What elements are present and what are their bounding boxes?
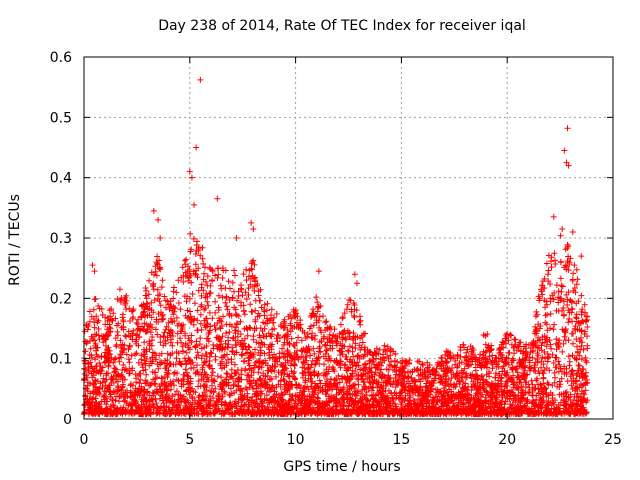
x-tick-label: 20 [498,432,516,448]
data-point [191,201,198,208]
axis-ticks: 0 5 10 15 20 25 0 0.1 0.2 0.3 0.4 0.5 0.6 [50,50,622,448]
data-point [351,271,358,278]
y-tick-label: 0.5 [50,110,72,126]
y-tick-label: 0.2 [50,291,72,307]
data-point [353,280,360,287]
x-tick-label: 15 [392,432,410,448]
data-point [550,213,557,220]
data-point [563,159,570,166]
data-point [233,235,240,241]
data-point [91,268,98,275]
chart-title: Day 238 of 2014, Rate Of TEC Index for r… [158,18,526,34]
data-point [214,195,221,202]
data-point [89,262,96,269]
data-point [561,147,568,154]
data-point [559,225,566,232]
y-tick-label: 0.4 [50,171,72,187]
data-point [197,76,204,83]
data-point [315,268,322,275]
data-point-cloud [81,230,591,418]
x-tick-label: 10 [287,432,305,448]
data-points [81,76,591,418]
data-point [569,228,576,235]
data-point [155,216,162,223]
x-tick-label: 5 [185,432,194,448]
data-point [186,168,193,175]
data-point [565,162,572,169]
data-point [157,235,164,241]
x-tick-label: 25 [604,432,622,448]
y-tick-label: 0 [63,412,72,428]
x-axis-label: GPS time / hours [283,459,400,475]
data-point [116,286,123,293]
y-tick-label: 0.6 [50,50,72,66]
data-point [564,125,571,132]
data-point [248,219,255,226]
data-point [250,225,257,232]
y-tick-label: 0.1 [50,352,72,368]
y-axis-label: ROTI / TECUs [7,194,23,286]
x-tick-label: 0 [80,432,89,448]
data-point [150,207,157,214]
data-point [193,144,200,151]
data-point [188,174,195,181]
y-tick-label: 0.3 [50,231,72,247]
data-point [578,253,585,260]
